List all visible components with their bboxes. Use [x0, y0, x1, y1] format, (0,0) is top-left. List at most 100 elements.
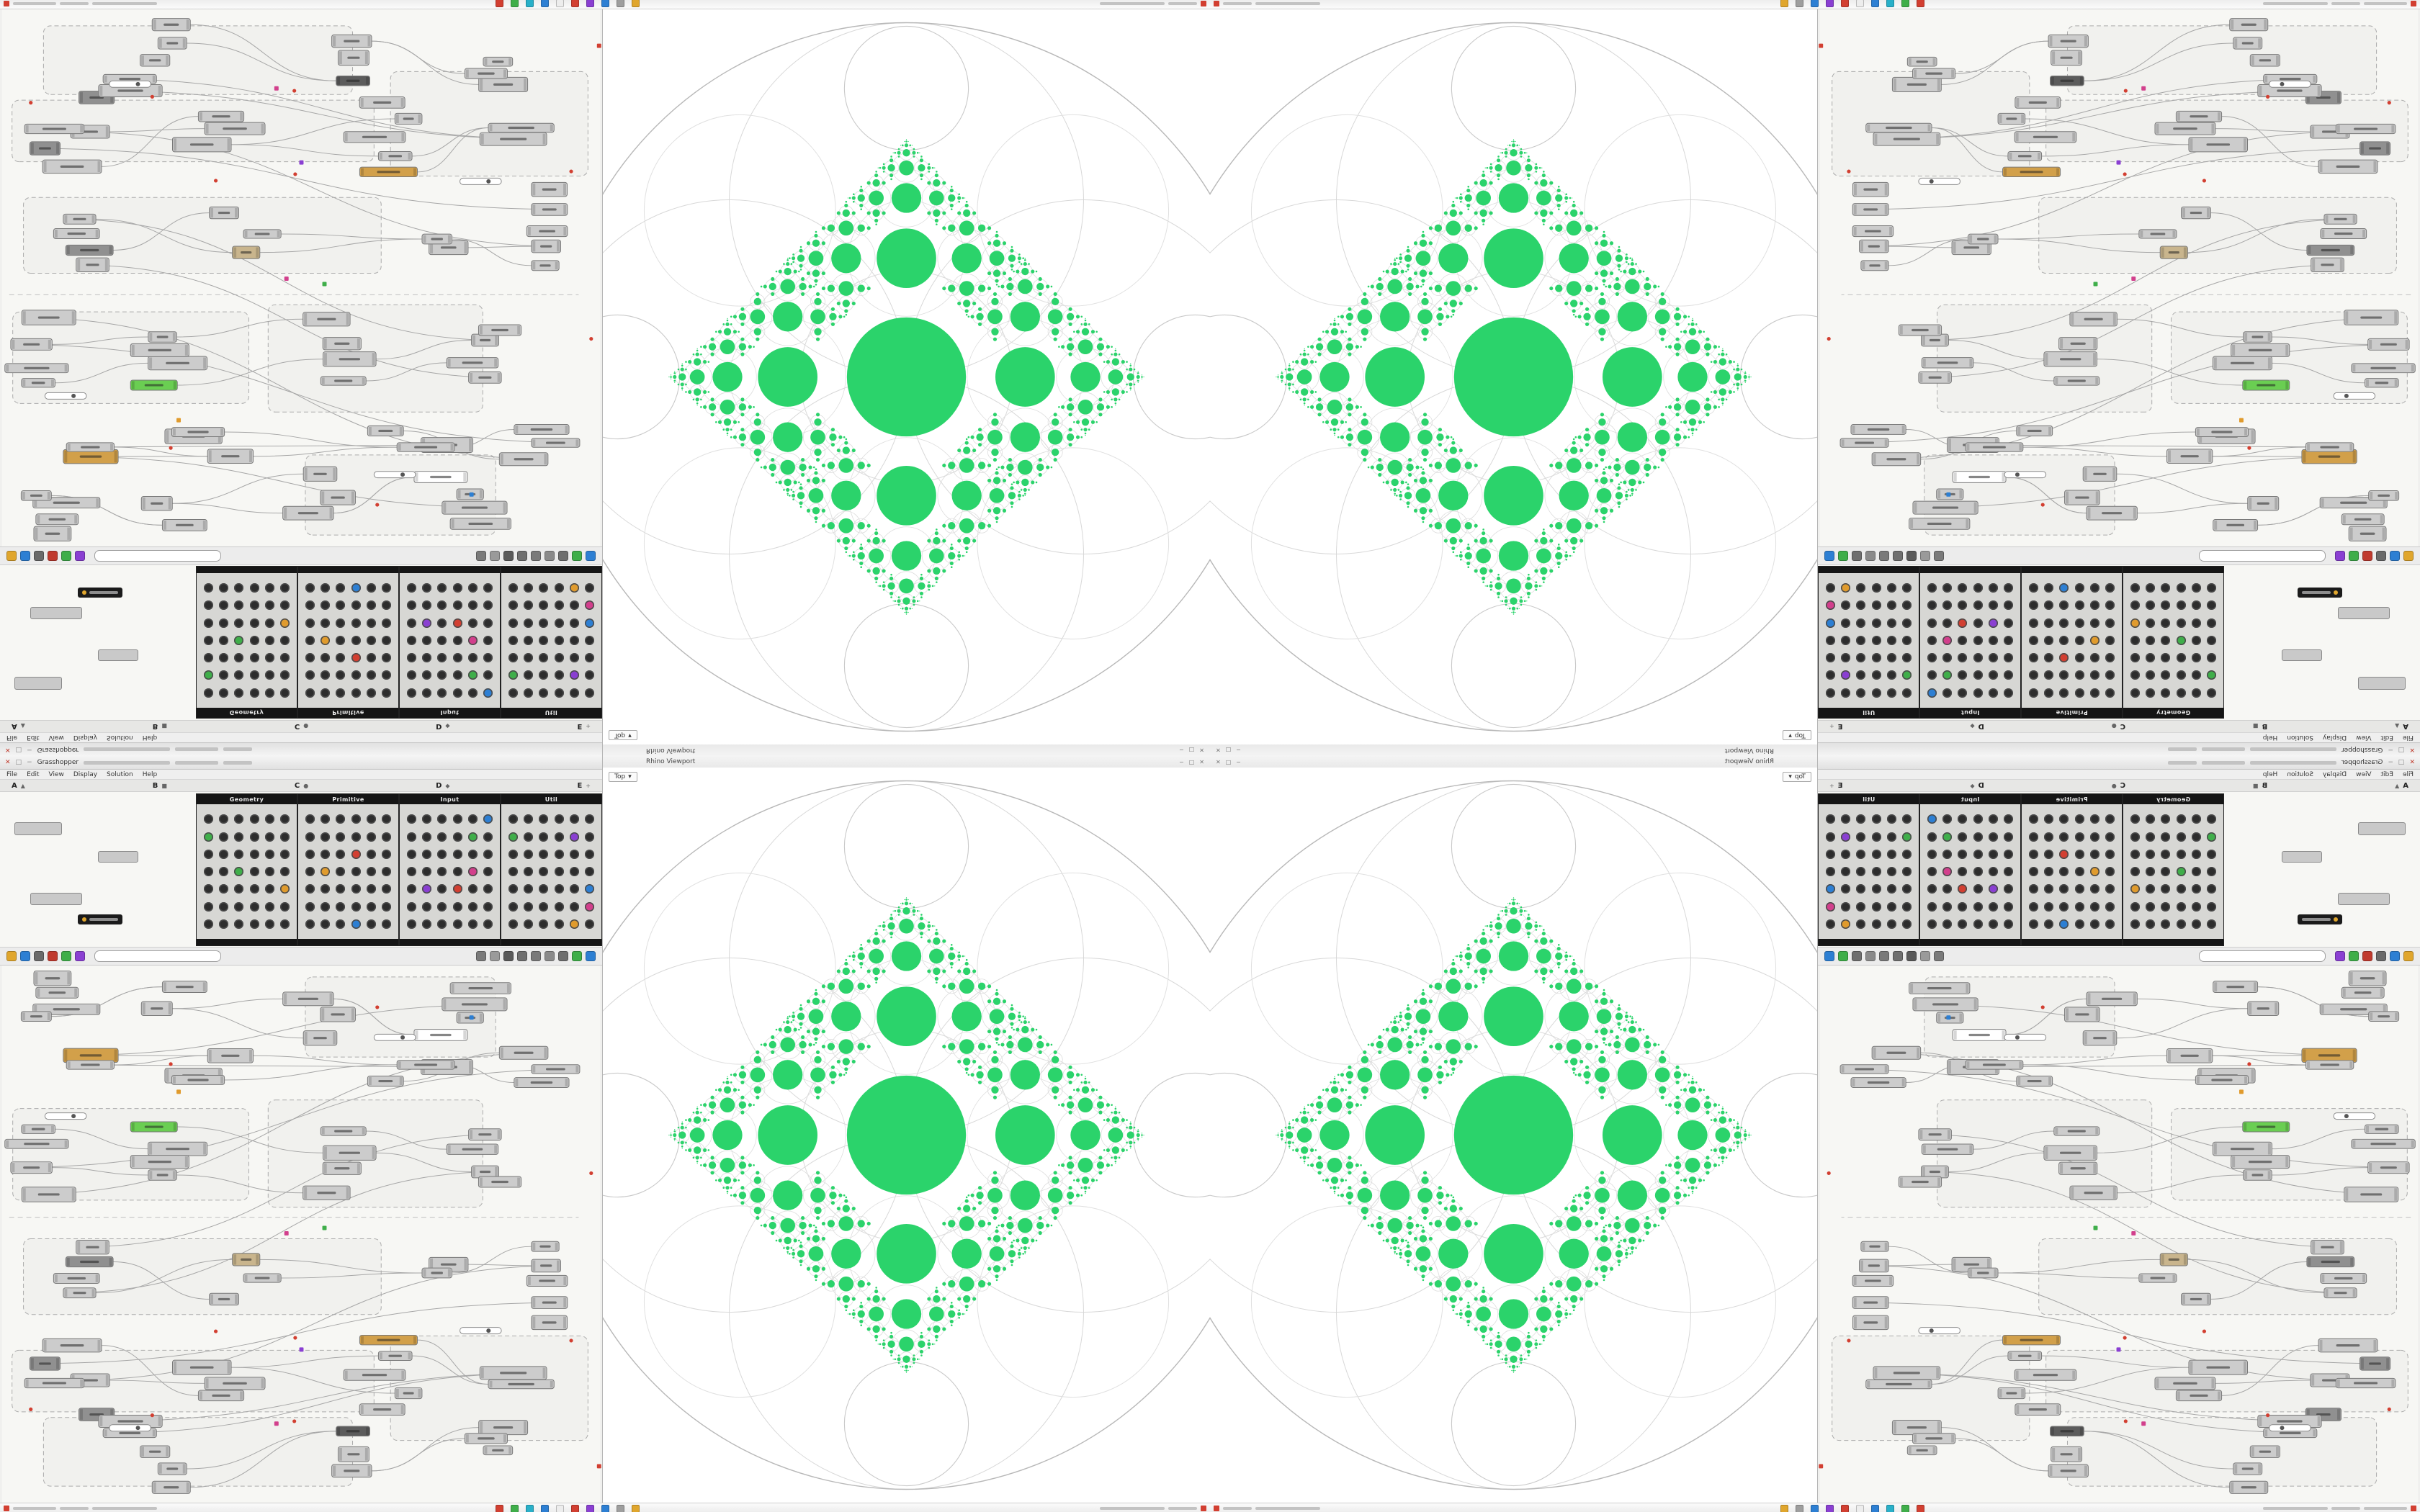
component-tab-a[interactable]: A ▲ — [2395, 723, 2408, 731]
component-icon[interactable] — [219, 670, 229, 680]
component-icon[interactable] — [2029, 636, 2039, 645]
gh-node[interactable] — [2335, 123, 2396, 135]
app-icon-9[interactable] — [1796, 0, 1803, 7]
gh-node[interactable] — [2086, 505, 2138, 521]
component-icon[interactable] — [234, 867, 244, 876]
component-icon[interactable] — [351, 901, 361, 912]
layers-green-icon[interactable] — [1838, 551, 1848, 561]
gh-node[interactable] — [531, 1259, 561, 1273]
component-icon[interactable] — [321, 636, 331, 645]
component-icon[interactable] — [584, 618, 594, 628]
viewport-tab-top[interactable]: Top ▾ — [1783, 772, 1811, 782]
status-badge[interactable] — [4, 1506, 9, 1511]
app-icon-8[interactable] — [1811, 0, 1819, 7]
status-badge[interactable] — [1214, 1506, 1219, 1511]
gh-group[interactable] — [23, 1238, 382, 1315]
component-icon[interactable] — [2176, 583, 2186, 593]
menu-solution[interactable]: Solution — [2287, 770, 2313, 778]
component-icon[interactable] — [1973, 653, 1983, 663]
component-icon[interactable] — [2206, 688, 2216, 698]
component-icon[interactable] — [483, 901, 493, 912]
component-icon[interactable] — [1826, 884, 1836, 894]
gh-node[interactable] — [53, 228, 100, 239]
component-icon[interactable] — [305, 832, 315, 842]
gh-node[interactable] — [514, 1077, 570, 1088]
component-icon[interactable] — [1871, 618, 1881, 628]
gh-node[interactable] — [33, 526, 72, 541]
component-icon[interactable] — [554, 901, 564, 912]
component-icon[interactable] — [2146, 814, 2156, 824]
component-icon[interactable] — [336, 919, 346, 929]
component-icon[interactable] — [1886, 688, 1896, 698]
gh-node[interactable] — [1873, 1366, 1941, 1380]
component-tab-e[interactable]: E + — [1829, 782, 1843, 790]
gh-node[interactable] — [2348, 971, 2387, 986]
component-icon[interactable] — [467, 867, 478, 876]
gh-node[interactable] — [531, 260, 560, 271]
component-icon[interactable] — [351, 919, 361, 929]
component-icon[interactable] — [2161, 618, 2171, 628]
gh-node[interactable] — [65, 244, 114, 256]
component-icon[interactable] — [422, 901, 432, 912]
component-icon[interactable] — [422, 670, 432, 680]
component-icon[interactable] — [1942, 670, 1953, 680]
gh-node[interactable] — [204, 1377, 266, 1390]
component-icon[interactable] — [452, 618, 462, 628]
gh-node[interactable] — [98, 851, 138, 863]
component-icon[interactable] — [1826, 814, 1836, 824]
gh-node[interactable] — [2351, 1138, 2416, 1149]
component-icon[interactable] — [2176, 600, 2186, 611]
gh-node[interactable] — [2320, 228, 2367, 239]
gh-group[interactable] — [12, 99, 375, 163]
gh-node[interactable] — [531, 239, 561, 253]
component-icon[interactable] — [1841, 583, 1851, 593]
gh-node[interactable] — [140, 1001, 173, 1017]
component-tab-c[interactable]: C ● — [2112, 782, 2125, 790]
menu-edit[interactable]: Edit — [2380, 770, 2393, 778]
gh-node[interactable] — [1839, 1064, 1889, 1074]
gh-node[interactable] — [2007, 1351, 2043, 1361]
component-icon[interactable] — [524, 832, 534, 842]
component-icon[interactable] — [407, 688, 417, 698]
gh-node[interactable] — [1952, 1029, 2007, 1041]
preview-wireframe-icon[interactable] — [476, 551, 486, 561]
gh-node[interactable] — [302, 312, 351, 327]
status-badge[interactable] — [4, 1, 9, 6]
gh-node[interactable] — [171, 427, 225, 437]
component-icon[interactable] — [249, 849, 259, 859]
gh-node[interactable] — [2213, 981, 2259, 994]
gh-node[interactable] — [4, 1138, 69, 1149]
component-icon[interactable] — [2003, 901, 2013, 912]
component-icon[interactable] — [2176, 814, 2186, 824]
component-icon[interactable] — [381, 688, 391, 698]
menu-file[interactable]: File — [2402, 770, 2414, 778]
component-tab-d[interactable]: D ◆ — [1970, 723, 1984, 731]
component-icon[interactable] — [407, 670, 417, 680]
component-icon[interactable] — [1856, 670, 1866, 680]
component-icon[interactable] — [539, 901, 549, 912]
gh-node[interactable] — [2229, 18, 2269, 32]
gh-node[interactable] — [471, 1165, 500, 1179]
component-tab-c[interactable]: C ● — [295, 723, 308, 731]
component-icon[interactable] — [1886, 636, 1896, 645]
component-icon[interactable] — [2105, 901, 2115, 912]
component-icon[interactable] — [407, 884, 417, 894]
component-icon[interactable] — [1901, 849, 1912, 859]
component-icon[interactable] — [2044, 670, 2054, 680]
gh-node[interactable] — [171, 1359, 232, 1375]
component-icon[interactable] — [1942, 832, 1953, 842]
component-icon[interactable] — [437, 814, 447, 824]
component-icon[interactable] — [381, 600, 391, 611]
component-icon[interactable] — [1942, 636, 1953, 645]
component-icon[interactable] — [554, 670, 564, 680]
gh-node[interactable] — [2305, 442, 2354, 452]
component-icon[interactable] — [279, 583, 290, 593]
close-icon[interactable]: ✕ — [5, 746, 11, 754]
gh-node[interactable] — [148, 356, 208, 371]
component-icon[interactable] — [249, 618, 259, 628]
component-icon[interactable] — [569, 901, 579, 912]
component-icon[interactable] — [2003, 884, 2013, 894]
component-icon[interactable] — [279, 867, 290, 876]
component-icon[interactable] — [554, 814, 564, 824]
component-icon[interactable] — [2191, 618, 2201, 628]
